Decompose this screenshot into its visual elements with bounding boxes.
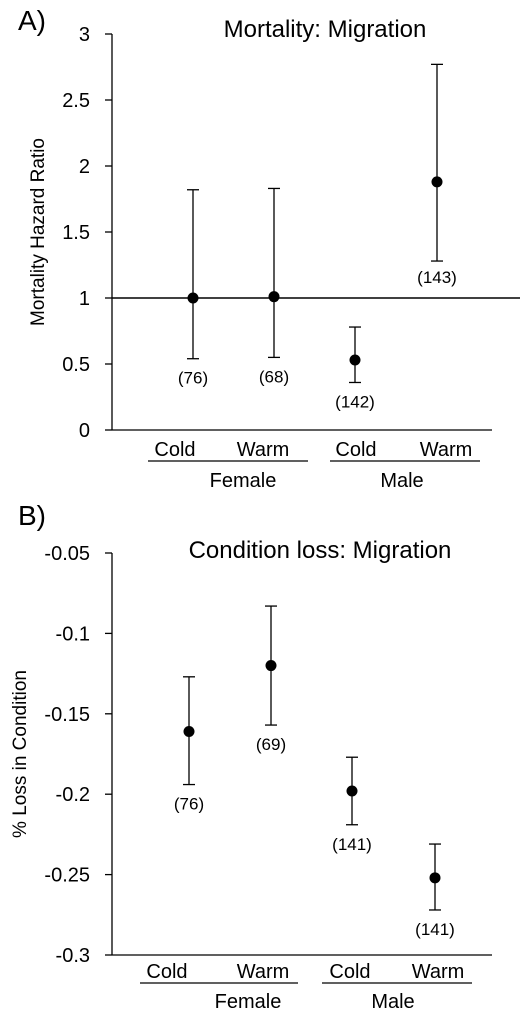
sample-size-label: (141) <box>332 835 372 854</box>
y-tick-label: 3 <box>79 24 90 46</box>
y-tick-label: 1.5 <box>62 222 90 244</box>
y-tick-label: 0 <box>79 420 90 442</box>
chart-panel-b: B) Condition loss: Migration -0.05 -0.1 -0.1… <box>10 500 492 1013</box>
data-point <box>431 176 443 188</box>
y-tick-label: -0.25 <box>44 865 90 887</box>
data-point <box>265 660 277 672</box>
y-axis-label: Mortality Hazard Ratio <box>28 138 49 326</box>
category-label: Warm <box>420 439 473 461</box>
data-point <box>349 354 361 366</box>
y-tick-label: -0.05 <box>44 543 90 565</box>
category-label: Warm <box>412 961 465 983</box>
category-label: Warm <box>237 439 290 461</box>
chart-title: Mortality: Migration <box>224 16 427 43</box>
data-point <box>183 725 195 737</box>
data-point <box>187 292 199 304</box>
panel-label: B) <box>18 500 46 531</box>
y-tick-label: 2.5 <box>62 90 90 112</box>
sample-size-label: (143) <box>417 268 457 287</box>
sample-size-label: (141) <box>415 920 455 939</box>
sample-size-label: (76) <box>178 369 208 388</box>
y-tick-label: -0.15 <box>44 704 90 726</box>
data-point <box>268 291 280 303</box>
data-point <box>429 872 441 884</box>
category-label: Cold <box>146 961 187 983</box>
group-label: Female <box>215 991 282 1013</box>
sample-size-label: (76) <box>174 795 204 814</box>
group-label: Male <box>371 991 414 1013</box>
category-label: Cold <box>329 961 370 983</box>
y-axis-label: % Loss in Condition <box>10 670 31 838</box>
sample-size-label: (69) <box>256 735 286 754</box>
chart-panel-a: A) Mortality: Migration 0 0.5 1 1.5 2 2.5 3 Morta… <box>18 5 520 492</box>
y-tick-label: -0.2 <box>56 784 90 806</box>
group-label: Female <box>210 470 277 492</box>
category-label: Warm <box>237 961 290 983</box>
data-point <box>346 785 358 797</box>
sample-size-label: (68) <box>259 367 289 386</box>
panel-label: A) <box>18 5 46 36</box>
category-label: Cold <box>335 439 376 461</box>
category-label: Cold <box>154 439 195 461</box>
y-tick-label: 2 <box>79 156 90 178</box>
sample-size-label: (142) <box>335 392 375 411</box>
y-tick-label: 0.5 <box>62 354 90 376</box>
y-tick-label: 1 <box>79 288 90 310</box>
y-tick-label: -0.1 <box>56 623 90 645</box>
y-tick-label: -0.3 <box>56 945 90 967</box>
group-label: Male <box>380 470 423 492</box>
chart-title: Condition loss: Migration <box>189 537 452 564</box>
